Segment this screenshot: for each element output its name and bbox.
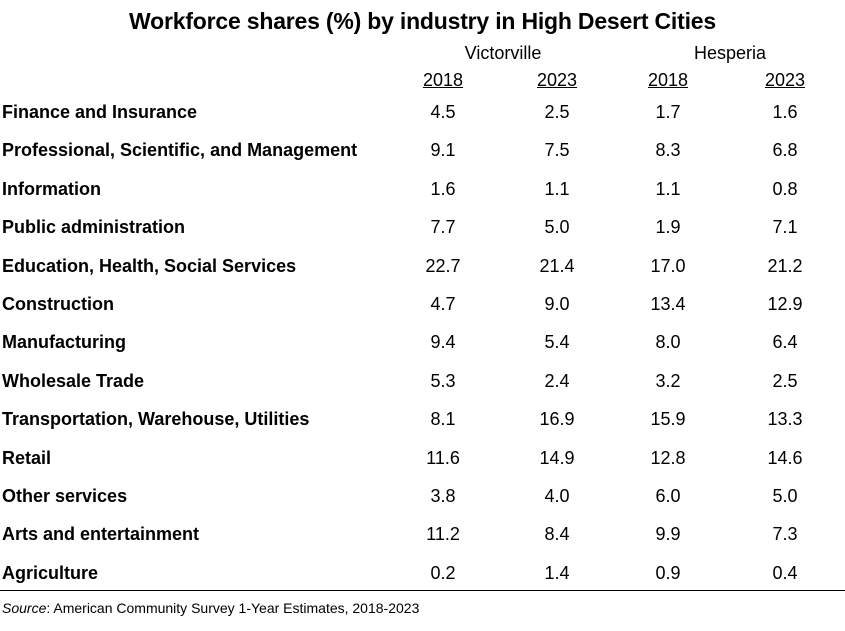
- table-cell: 2.4: [544, 370, 570, 391]
- table-cell: 0.4: [772, 562, 798, 583]
- table-cell: 8.4: [544, 524, 570, 545]
- table-cell: 2.5: [772, 370, 798, 391]
- table-cell: 8.3: [655, 140, 681, 161]
- row-label: Information: [2, 178, 101, 199]
- table-cell: 9.4: [430, 332, 456, 353]
- year-header-victorville-2018: 2018: [422, 70, 464, 90]
- table-cell: 4.7: [430, 293, 456, 314]
- table-row: Construction 4.7 9.0 13.4 12.9: [0, 285, 845, 323]
- table-cell: 1.7: [655, 102, 681, 122]
- row-label: Retail: [2, 447, 52, 468]
- table-cell: 13.3: [767, 409, 803, 430]
- table-cell: 4.5: [430, 102, 456, 122]
- table-cell: 6.0: [655, 485, 681, 506]
- row-label: Agriculture: [2, 562, 99, 583]
- table-row: Education, Health, Social Services 22.7 21…: [0, 247, 845, 285]
- table-cell: 21.2: [767, 255, 803, 276]
- table-row: Agriculture 0.2 1.4 0.9 0.4: [0, 554, 845, 592]
- table-cell: 7.1: [772, 217, 798, 238]
- table-cell: 8.1: [430, 409, 456, 430]
- table-body: Finance and Insurance 4.5 2.5 1.7 1.6 Profess…: [0, 93, 845, 592]
- table-cell: 14.6: [767, 447, 803, 468]
- table-cell: 16.9: [539, 409, 575, 430]
- row-label: Other services: [2, 485, 128, 506]
- table-cell: 5.0: [772, 485, 798, 506]
- source-divider: [0, 590, 845, 591]
- source-label: Source: [2, 600, 47, 616]
- table-cell: 11.6: [426, 447, 460, 468]
- table-cell: 5.0: [544, 217, 570, 238]
- group-header-hesperia: Hesperia: [693, 43, 767, 63]
- table-cell: 12.9: [767, 293, 803, 314]
- table-cell: 1.6: [430, 178, 456, 199]
- table-row: Finance and Insurance 4.5 2.5 1.7 1.6: [0, 93, 845, 131]
- table-cell: 1.4: [544, 562, 570, 583]
- table-row: Arts and entertainment 11.2 8.4 9.9 7.3: [0, 515, 845, 553]
- row-label: Arts and entertainment: [2, 524, 200, 545]
- year-header-hesperia-2023: 2023: [764, 70, 806, 90]
- table-cell: 0.9: [655, 562, 681, 583]
- table-cell: 22.7: [425, 255, 461, 276]
- table-cell: 7.5: [544, 140, 570, 161]
- table-cell: 1.9: [655, 217, 681, 238]
- table-cell: 8.0: [655, 332, 681, 353]
- table-row: Wholesale Trade 5.3 2.4 3.2 2.5: [0, 362, 845, 400]
- row-label: Construction: [2, 293, 114, 314]
- row-label: Public administration: [2, 217, 186, 238]
- table-cell: 5.3: [430, 370, 456, 391]
- table-cell: 2.5: [544, 102, 570, 122]
- table-row: Information 1.6 1.1 1.1 0.8: [0, 170, 845, 208]
- row-label: Wholesale Trade: [2, 370, 145, 391]
- table-cell: 4.0: [544, 485, 570, 506]
- table-cell: 7.7: [430, 217, 456, 238]
- table-cell: 17.0: [650, 255, 686, 276]
- table-cell: 5.4: [544, 332, 570, 353]
- table-title: Workforce shares (%) by industry in High…: [129, 8, 716, 34]
- source-note: Source: American Community Survey 1-Year…: [2, 600, 419, 616]
- group-header-victorville: Victorville: [464, 43, 542, 63]
- table-row: Other services 3.8 4.0 6.0 5.0: [0, 477, 845, 515]
- table-cell: 3.2: [655, 370, 681, 391]
- table-cell: 11.2: [426, 524, 460, 545]
- table-cell: 6.4: [772, 332, 798, 353]
- row-label: Transportation, Warehouse, Utilities: [2, 409, 310, 430]
- table-row: Public administration 7.7 5.0 1.9 7.1: [0, 208, 845, 246]
- table-cell: 12.8: [650, 447, 686, 468]
- table-cell: 9.9: [655, 524, 681, 545]
- table-row: Professional, Scientific, and Management…: [0, 131, 845, 169]
- table-cell: 3.8: [430, 485, 456, 506]
- table-cell: 7.3: [772, 524, 798, 545]
- table-cell: 9.0: [544, 293, 570, 314]
- table-cell: 15.9: [650, 409, 686, 430]
- year-header-hesperia-2018: 2018: [647, 70, 689, 90]
- table-cell: 0.2: [430, 562, 456, 583]
- row-label: Manufacturing: [2, 332, 126, 353]
- table-cell: 21.4: [539, 255, 575, 276]
- table-cell: 9.1: [430, 140, 456, 161]
- table-cell: 1.1: [655, 178, 681, 199]
- row-label: Finance and Insurance: [2, 102, 198, 122]
- table-row: Transportation, Warehouse, Utilities 8.1 1…: [0, 400, 845, 438]
- table-cell: 0.8: [772, 178, 798, 199]
- table-row: Retail 11.6 14.9 12.8 14.6: [0, 439, 845, 477]
- table-cell: 14.9: [539, 447, 575, 468]
- row-label: Education, Health, Social Services: [2, 255, 297, 276]
- table-cell: 13.4: [650, 293, 686, 314]
- table-row: Manufacturing 9.4 5.4 8.0 6.4: [0, 323, 845, 361]
- table-cell: 6.8: [772, 140, 798, 161]
- table-cell: 1.6: [772, 102, 798, 122]
- row-label: Professional, Scientific, and Management: [2, 140, 358, 161]
- source-text: : American Community Survey 1-Year Estim…: [46, 600, 420, 616]
- year-header-victorville-2023: 2023: [536, 70, 578, 90]
- table-cell: 1.1: [544, 178, 570, 199]
